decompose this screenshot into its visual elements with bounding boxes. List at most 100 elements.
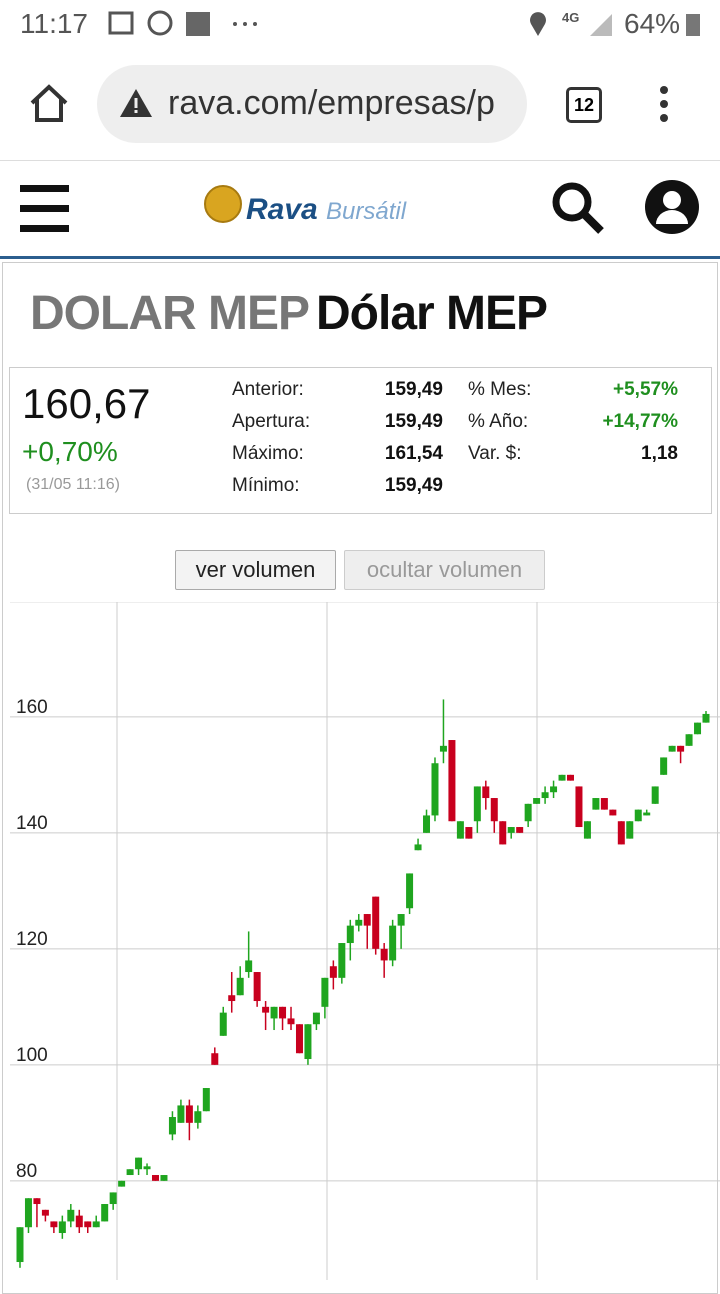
candle-body [109,1192,117,1205]
show-volume-button[interactable]: ver volumen [175,550,336,590]
quote-panel [9,367,712,514]
hide-volume-button[interactable]: ocultar volumen [344,550,545,590]
instrument-name: Dólar MEP [316,287,548,340]
logo-main: Rava [246,193,318,226]
y-tick-label: 100 [16,1045,48,1066]
candle-body [617,821,625,845]
candle-body [516,827,524,833]
candle-body [541,792,549,799]
battery-icon [686,14,700,36]
candle-body [16,1227,24,1263]
candle-body [406,873,414,909]
candle-body [50,1221,58,1228]
candle-body [685,734,693,746]
candle-body [143,1166,151,1170]
quote-label: % Año: [468,411,529,432]
candle-body [423,815,431,833]
candle-body [473,786,481,822]
candle-body [651,786,659,804]
candle-body [575,786,583,828]
candle-body [566,774,574,781]
candle-body [168,1117,176,1135]
candle-body [75,1215,83,1228]
tab-count[interactable]: 12 [566,87,602,123]
candle-body [101,1204,109,1222]
candle-body [465,827,473,839]
candle-body [448,740,456,822]
candle-body [194,1111,202,1123]
candle-body [338,943,346,978]
y-tick-label: 120 [16,929,48,950]
candle-body [92,1221,100,1228]
candle-body [626,821,634,839]
quote-label: % Mes: [468,379,532,400]
candle-body [58,1221,66,1234]
status-time: 11:17 [20,8,88,39]
ticker: DOLAR MEP [30,287,310,340]
y-tick-label: 140 [16,813,48,834]
candle-body [355,919,363,926]
candle-body [643,812,651,816]
quote-value: 159,49 [384,379,443,400]
status-network: 4G [562,10,580,25]
candlestick-chart: 80 100 120 140 160 [10,602,720,1280]
candle-body [677,745,685,752]
status-icons [108,10,257,36]
menu-button[interactable] [654,86,674,122]
candle-body [456,821,464,839]
warning-icon [120,89,152,117]
quote-label: Mínimo: [232,475,300,496]
candle-body [33,1198,41,1205]
candle-body [84,1221,92,1228]
candle-body [262,1006,270,1013]
candle-body [67,1209,75,1222]
candle-body [660,757,668,775]
candle-body [694,722,702,735]
candle-body [668,745,676,752]
candle-body [363,914,371,926]
candle-body [236,977,244,996]
candle-body [41,1209,49,1216]
candle-body [152,1175,160,1181]
site-header: Rava Bursátil [0,180,720,259]
candle-body [304,1024,312,1060]
candle-body [295,1024,303,1054]
y-tick-label: 80 [16,1161,37,1182]
candle-body [245,960,253,973]
candle-body [533,798,541,804]
candle-body [702,713,710,723]
candle-body [185,1105,193,1123]
quote-value: 159,49 [384,475,443,496]
candle-body [312,1012,320,1025]
status-signal [530,12,612,36]
candle-body [211,1053,219,1065]
candle-body [414,844,422,851]
timestamp: (31/05 11:16) [26,476,120,493]
candle-body [118,1180,126,1187]
quote-value: +5,57% [613,379,678,400]
quote-value: 1,18 [641,443,678,464]
home-button[interactable] [28,84,70,124]
logo-sub: Bursátil [326,198,407,225]
url-text: rava.com/empresas/p [168,84,495,122]
candle-body [583,821,591,839]
candle-body [634,809,642,822]
candle-body [228,995,236,1002]
candle-body [558,774,566,781]
quote-label: Anterior: [232,379,304,400]
candle-body [431,763,439,816]
candle-body [219,1012,227,1036]
candle-body [397,914,405,926]
candle-body [550,786,558,793]
candle-body [329,966,337,978]
quote-value: 159,49 [384,411,443,432]
candle-body [372,896,380,949]
url-bar[interactable] [97,65,527,143]
candle-body [600,798,608,810]
quote-value: 161,54 [384,443,443,464]
candle-body [24,1198,32,1228]
y-tick-label: 160 [16,697,48,718]
candle-body [490,798,498,822]
status-battery: 64% [624,8,681,39]
